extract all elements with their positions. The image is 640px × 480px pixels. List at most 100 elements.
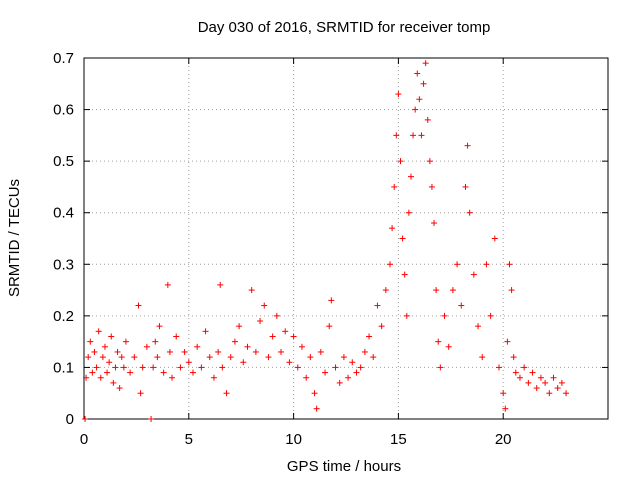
data-point xyxy=(206,354,213,361)
data-point xyxy=(420,80,427,87)
data-point xyxy=(470,271,477,278)
data-point xyxy=(106,359,113,366)
data-point xyxy=(563,390,570,397)
data-point xyxy=(491,235,498,242)
data-point xyxy=(257,318,264,325)
data-point xyxy=(403,312,410,319)
data-point xyxy=(395,91,402,98)
data-point xyxy=(215,348,222,355)
data-point xyxy=(116,385,123,392)
data-point xyxy=(332,364,339,371)
x-tick-labels: 0 5 10 15 20 xyxy=(80,431,512,448)
data-point xyxy=(290,333,297,340)
data-point xyxy=(298,343,305,350)
data-point xyxy=(137,390,144,397)
data-point xyxy=(181,348,188,355)
data-point xyxy=(269,333,276,340)
data-point xyxy=(104,369,111,376)
data-point xyxy=(252,348,259,355)
data-point xyxy=(487,312,494,319)
data-point xyxy=(202,328,209,335)
data-point xyxy=(554,385,561,392)
data-point xyxy=(265,354,272,361)
data-point xyxy=(177,364,184,371)
data-point xyxy=(261,302,268,309)
data-point xyxy=(160,369,167,376)
data-point xyxy=(185,359,192,366)
data-point xyxy=(166,348,173,355)
data-point xyxy=(231,338,238,345)
data-point xyxy=(336,379,343,386)
data-point xyxy=(475,323,482,330)
x-tick-label: 15 xyxy=(390,431,407,448)
data-point xyxy=(120,364,127,371)
data-point xyxy=(422,60,429,67)
data-point xyxy=(118,354,125,361)
data-point xyxy=(286,359,293,366)
data-point xyxy=(173,333,180,340)
data-point xyxy=(424,116,431,123)
data-point xyxy=(85,354,92,361)
data-point xyxy=(508,287,515,294)
data-point xyxy=(445,343,452,350)
data-point xyxy=(317,348,324,355)
data-point xyxy=(407,173,414,180)
data-point xyxy=(558,379,565,386)
data-point xyxy=(112,364,119,371)
data-point xyxy=(217,281,224,288)
data-point xyxy=(397,158,404,165)
data-point xyxy=(466,209,473,216)
data-point xyxy=(529,369,536,376)
y-tick-label: 0.6 xyxy=(53,102,74,119)
data-point xyxy=(87,338,94,345)
data-point xyxy=(401,271,408,278)
x-tick-label: 5 xyxy=(185,431,193,448)
data-point xyxy=(525,379,532,386)
data-point xyxy=(143,343,150,350)
y-tick-labels: 0 0.1 0.2 0.3 0.4 0.5 0.6 0.7 xyxy=(53,50,74,428)
plot-frame xyxy=(83,57,609,420)
data-point xyxy=(462,183,469,190)
y-tick-label: 0 xyxy=(66,411,74,428)
data-point xyxy=(449,287,456,294)
y-tick-label: 0.4 xyxy=(53,205,74,222)
data-point xyxy=(416,96,423,103)
data-point xyxy=(357,364,364,371)
data-point xyxy=(502,405,509,412)
data-point xyxy=(135,302,142,309)
data-point xyxy=(410,132,417,139)
data-point xyxy=(399,235,406,242)
data-point xyxy=(506,261,513,268)
grid xyxy=(84,58,608,419)
data-point xyxy=(122,338,129,345)
chart-title: Day 030 of 2016, SRMTID for receiver tom… xyxy=(198,19,491,36)
data-point xyxy=(322,369,329,376)
data-point xyxy=(114,348,121,355)
data-point xyxy=(435,338,442,345)
x-axis-label: GPS time / hours xyxy=(287,458,401,475)
data-point xyxy=(391,183,398,190)
data-point xyxy=(483,261,490,268)
data-point xyxy=(340,354,347,361)
data-point xyxy=(311,390,318,397)
y-tick-label: 0.7 xyxy=(53,50,74,67)
data-point xyxy=(278,348,285,355)
data-point xyxy=(382,287,389,294)
x-tick-label: 10 xyxy=(285,431,302,448)
data-point xyxy=(370,354,377,361)
data-point xyxy=(131,354,138,361)
y-axis-label: SRMTID / TECUs xyxy=(6,179,23,297)
data-point xyxy=(418,132,425,139)
data-point xyxy=(537,374,544,381)
data-point xyxy=(414,70,421,77)
data-point xyxy=(110,379,117,386)
data-point xyxy=(464,142,471,149)
data-point xyxy=(194,343,201,350)
data-point xyxy=(240,359,247,366)
data-point xyxy=(550,374,557,381)
data-point xyxy=(454,261,461,268)
data-point xyxy=(273,312,280,319)
data-point xyxy=(326,323,333,330)
data-series-srmtid xyxy=(82,60,570,422)
y-tick-label: 0.5 xyxy=(53,153,74,170)
